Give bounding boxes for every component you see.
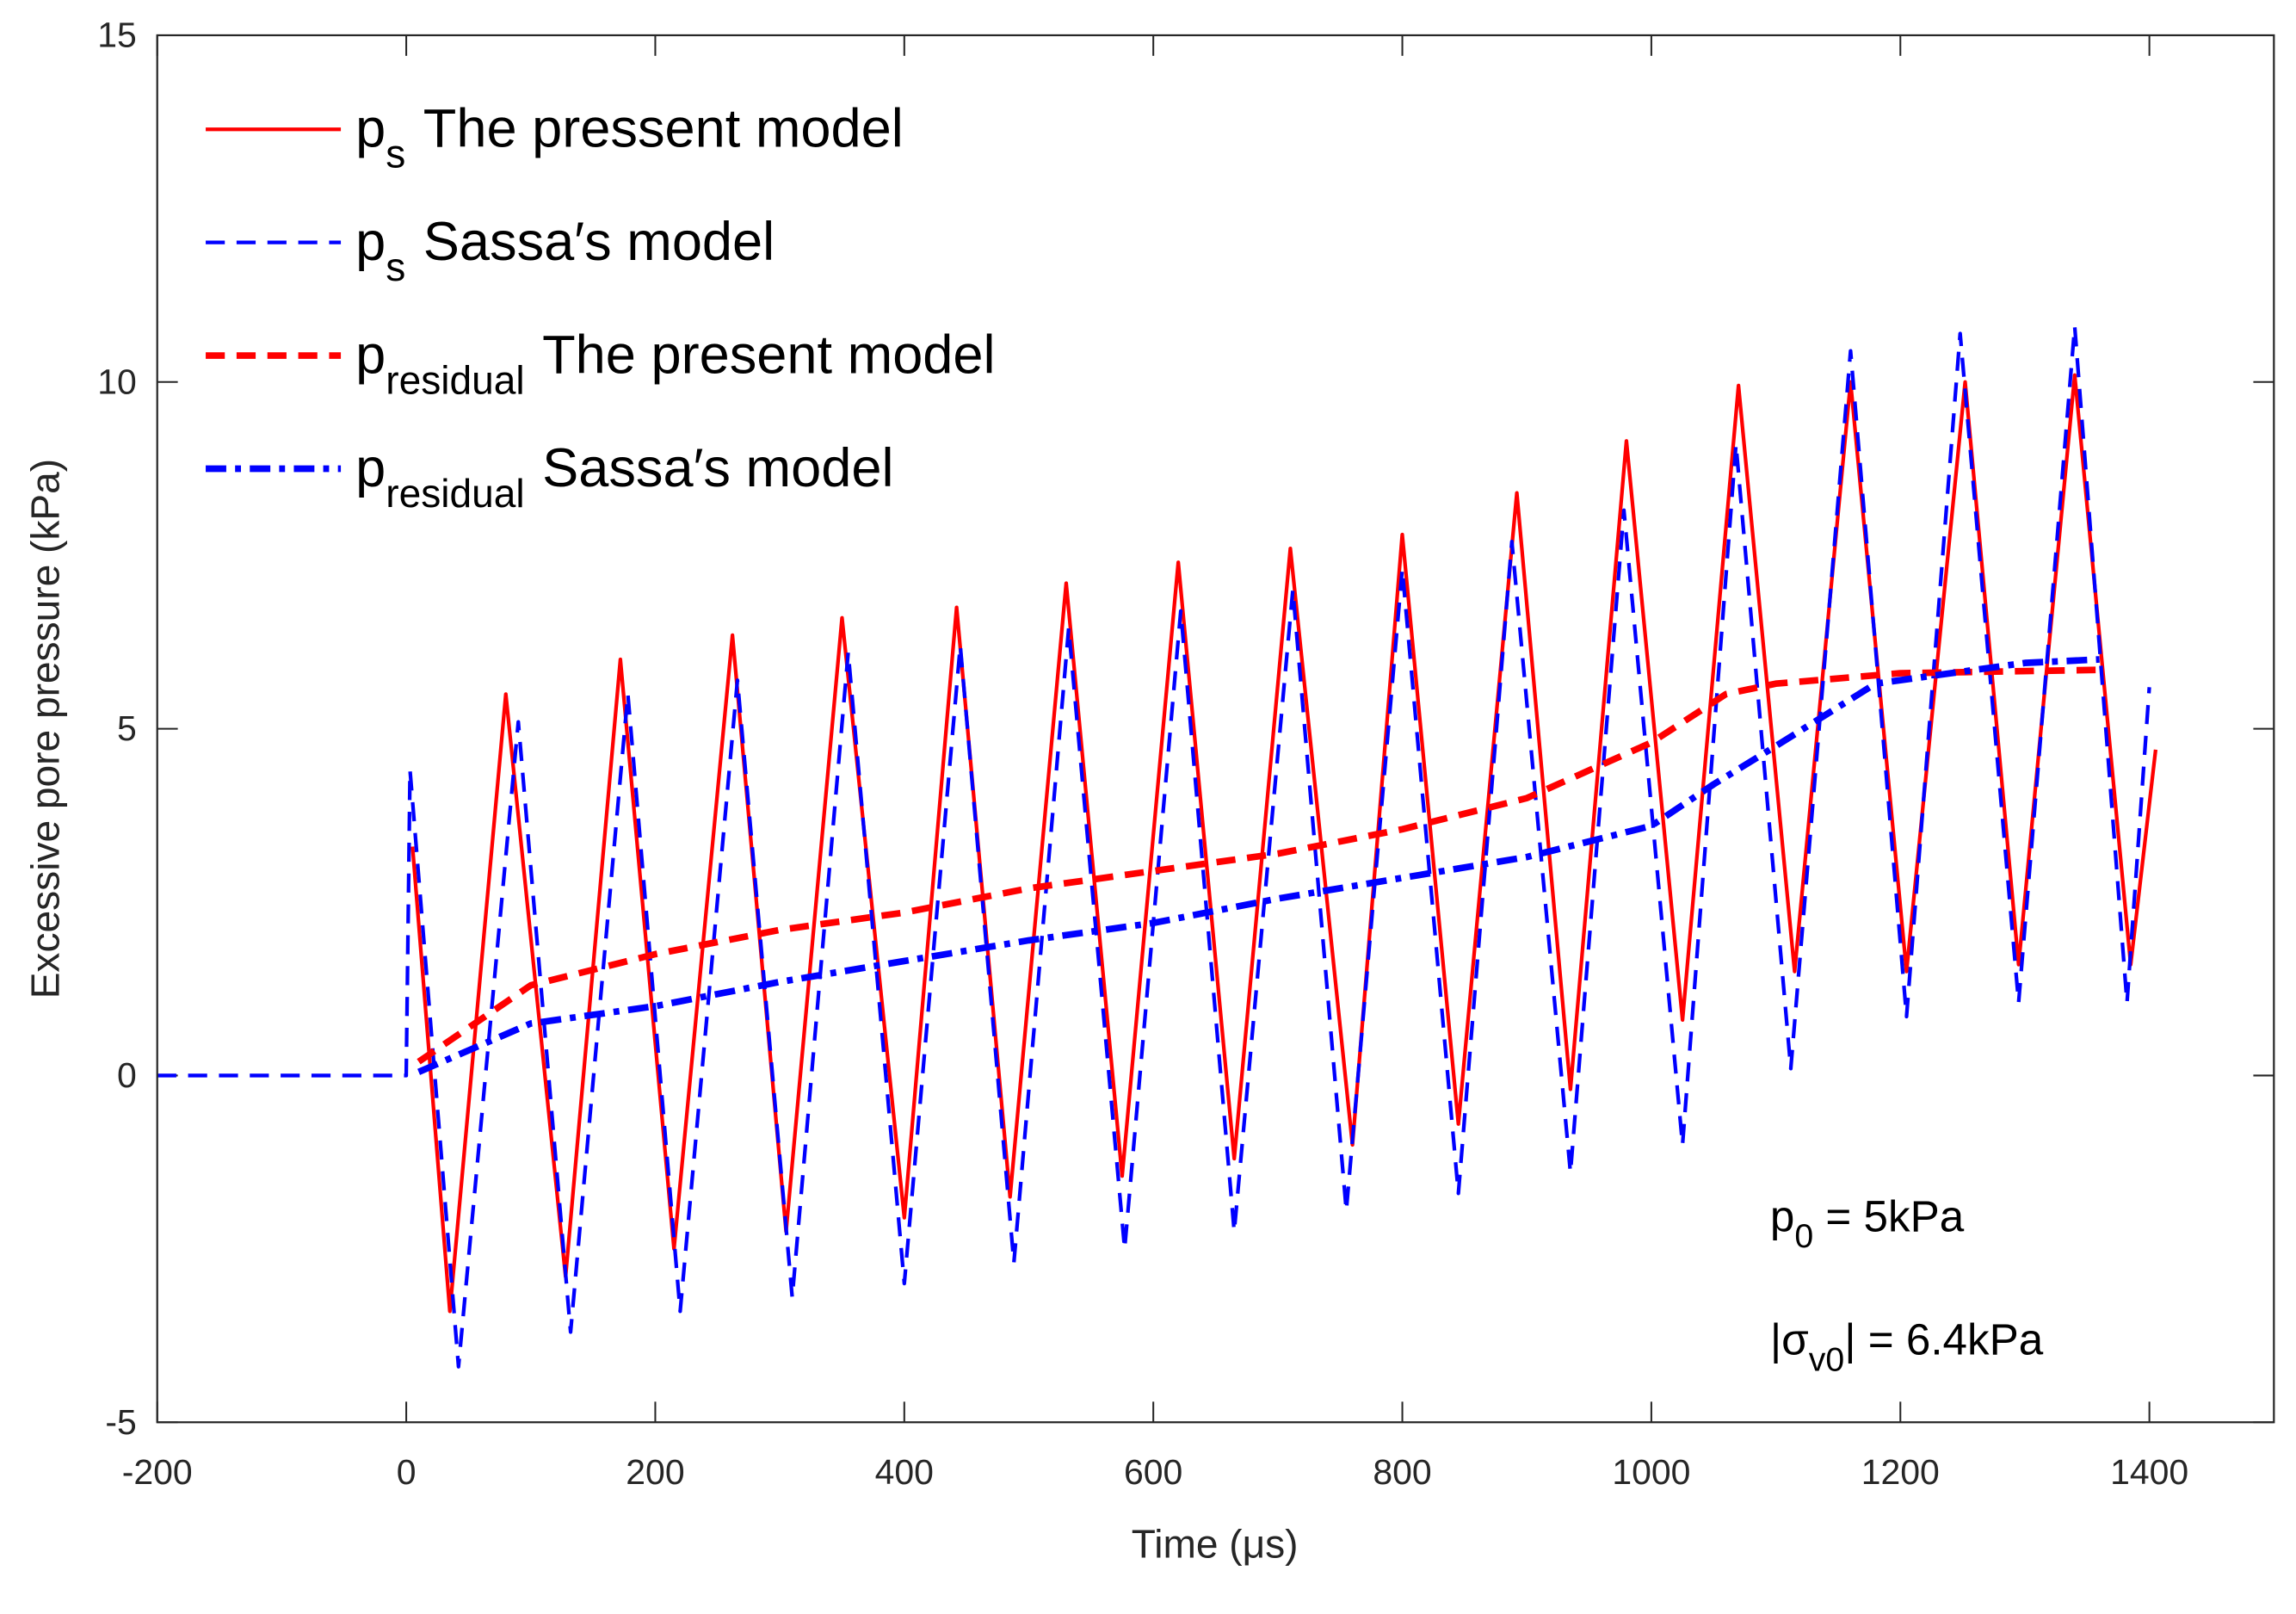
y-tick-label: 0 xyxy=(117,1055,137,1095)
legend-symbol: p xyxy=(355,325,386,386)
annotation-text: p xyxy=(1770,1191,1794,1240)
legend-subscript: s xyxy=(386,244,405,289)
annotation-text: |σ xyxy=(1770,1315,1809,1364)
x-tick-label: 1000 xyxy=(1612,1452,1690,1492)
legend-label: presidual Sassa′s model xyxy=(355,438,893,516)
legend-name: The present model xyxy=(542,325,995,386)
legend-subscript: residual xyxy=(386,471,524,516)
legend-subscript: s xyxy=(386,132,405,176)
legend-label: ps The pressent model xyxy=(355,99,904,176)
series-line xyxy=(417,656,2100,1075)
plot-frame xyxy=(156,34,2275,1424)
annotation: p0 = 5kPa xyxy=(1770,1191,1965,1255)
annotation-text: | = 6.4kPa xyxy=(1844,1315,2044,1364)
y-tick-label: 10 xyxy=(97,362,137,401)
x-tick-label: 800 xyxy=(1373,1452,1431,1492)
legend-symbol: p xyxy=(355,99,386,159)
annotation-subscript: 0 xyxy=(1794,1217,1813,1255)
annotation-subscript: v0 xyxy=(1809,1341,1844,1379)
x-tick-label: 200 xyxy=(626,1452,684,1492)
legend-subscript: residual xyxy=(386,357,524,402)
annotation-text: = 5kPa xyxy=(1813,1191,1965,1240)
legend-label: ps Sassa′s model xyxy=(355,212,775,289)
legend-name: Sassa′s model xyxy=(423,212,775,272)
legend-name: The pressent model xyxy=(423,99,904,159)
y-tick-label: 5 xyxy=(117,708,137,748)
legend-symbol: p xyxy=(355,438,386,498)
x-tick-label: -200 xyxy=(122,1452,193,1492)
y-axis-label: Excessive pore pressure (kPa) xyxy=(22,459,67,999)
legend-symbol: p xyxy=(355,212,386,272)
y-tick-label: -5 xyxy=(105,1402,136,1442)
x-tick-label: 400 xyxy=(875,1452,934,1492)
x-tick-label: 600 xyxy=(1124,1452,1182,1492)
x-tick-label: 0 xyxy=(397,1452,417,1492)
series-line xyxy=(417,666,2100,1065)
annotation: |σv0| = 6.4kPa xyxy=(1770,1315,2044,1379)
legend-label: presidual The present model xyxy=(355,325,995,403)
series-line xyxy=(157,325,2151,1369)
x-tick-label: 1200 xyxy=(1861,1452,1940,1492)
y-tick-label: 15 xyxy=(97,15,137,55)
x-tick-label: 1400 xyxy=(2110,1452,2188,1492)
x-axis-label: Time (μs) xyxy=(1132,1521,1299,1566)
legend-name: Sassa′s model xyxy=(542,438,893,498)
